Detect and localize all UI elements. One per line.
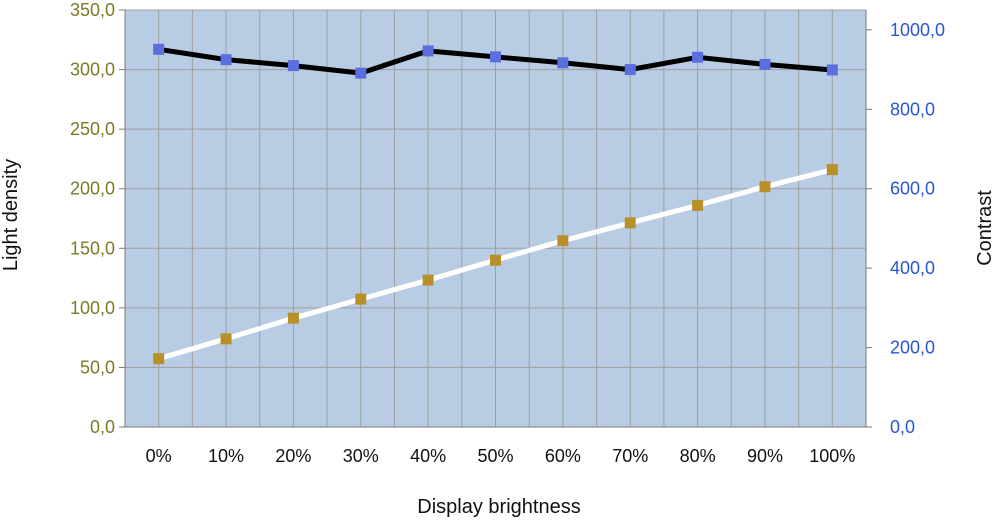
series-2-point [692,199,704,211]
right-axis-title: Contrast [974,190,996,266]
right-axis-ticks: 0,0 200,0 400,0 600,0 800,0 1000,0 [866,20,945,437]
x-tick-label: 0% [146,446,172,466]
series-2-point [422,274,434,286]
left-tick-label: 0,0 [90,417,115,437]
series-1-point [153,43,165,55]
right-tick-label: 800,0 [890,99,935,119]
left-tick-label: 100,0 [70,298,115,318]
x-tick-label: 50% [477,446,513,466]
series-2-point [624,217,636,229]
series-2-point [826,164,838,176]
left-tick-label: 250,0 [70,119,115,139]
left-tick-label: 300,0 [70,60,115,80]
series-layer [153,43,838,365]
x-tick-label: 20% [275,446,311,466]
series-1-point [422,45,434,57]
series-1-point [826,64,838,76]
left-tick-label: 200,0 [70,179,115,199]
series-1-point [624,64,636,76]
left-tick-label: 50,0 [80,357,115,377]
right-tick-label: 0,0 [890,417,915,437]
x-tick-label: 70% [612,446,648,466]
right-tick-label: 200,0 [890,338,935,358]
series-2-point [490,254,501,266]
right-tick-label: 600,0 [890,179,935,199]
series-2-point [759,181,771,193]
x-axis-title: Display brightness [417,496,580,518]
series-2-point [287,312,299,324]
left-axis-ticks: 0,0 50,0 100,0 150,0 200,0 250,0 300,0 350,0 [70,0,125,437]
series-1-point [692,51,704,63]
x-tick-label: 100% [809,446,855,466]
x-tick-label: 10% [208,446,244,466]
series-1-point [287,60,299,72]
series-2-point [220,333,232,345]
series-1-point [759,58,771,70]
series-1-point [220,54,232,66]
x-tick-label: 40% [410,446,446,466]
series-2-point [153,353,165,365]
x-tick-label: 80% [680,446,716,466]
left-axis-title: Light density [0,159,22,271]
series-1-point [557,57,569,69]
series-2-point [557,235,569,247]
series-2-point [355,293,367,305]
right-tick-label: 1000,0 [890,20,945,40]
series-1-point [490,51,501,63]
x-tick-label: 30% [343,446,379,466]
left-tick-label: 350,0 [70,0,115,20]
series-1-point [355,67,367,79]
right-tick-label: 400,0 [890,258,935,278]
x-tick-label: 90% [747,446,783,466]
x-tick-label: 60% [545,446,581,466]
axes [124,10,867,428]
left-tick-label: 150,0 [70,238,115,258]
x-axis-ticks: 0% 10% 20% 30% 40% 50% 60% 70% 80% 90% 100% [146,446,856,466]
